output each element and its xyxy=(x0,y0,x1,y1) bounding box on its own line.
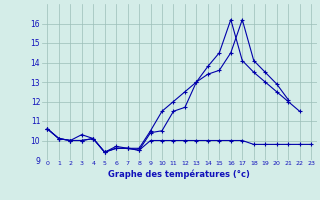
X-axis label: Graphe des températures (°c): Graphe des températures (°c) xyxy=(108,169,250,179)
